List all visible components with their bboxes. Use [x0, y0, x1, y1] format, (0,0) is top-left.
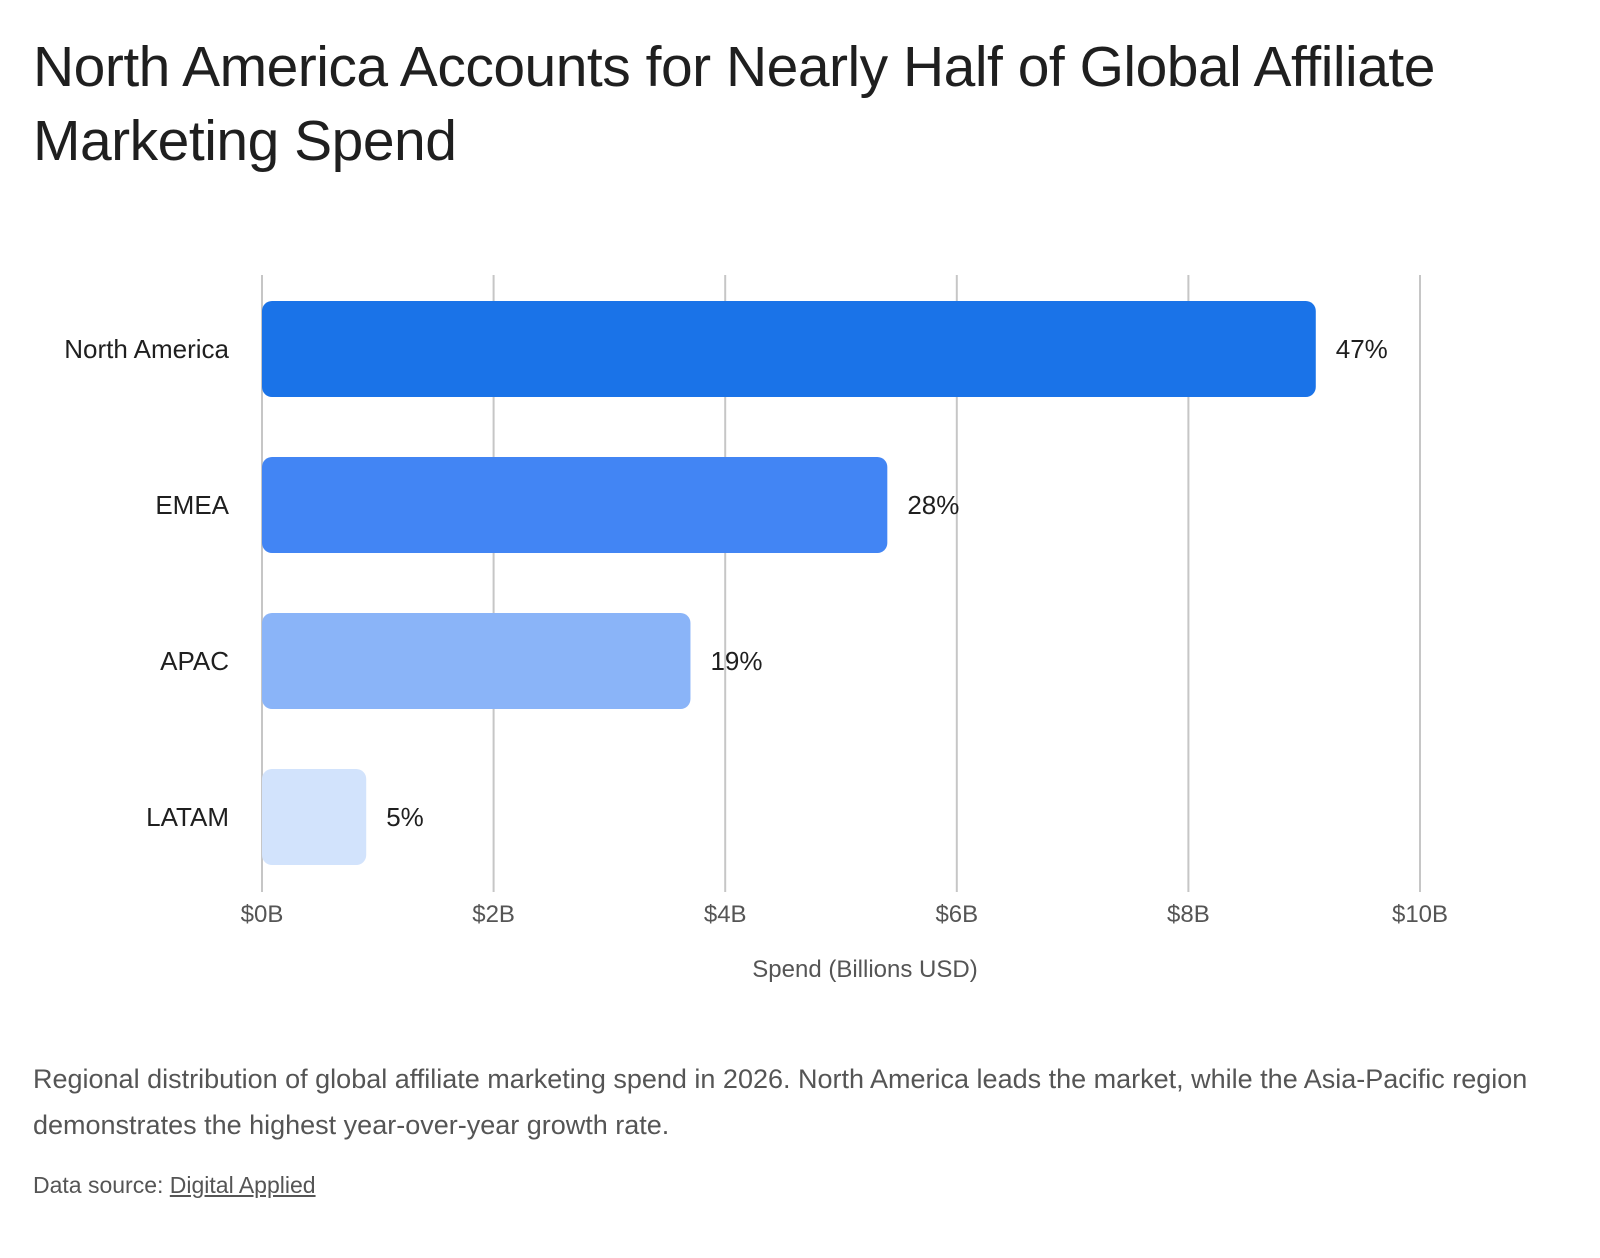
bar-chart: North America EMEA APAC LATAM 47% 28% 19% 5% $… — [64, 275, 1448, 983]
bar — [262, 613, 691, 709]
x-tick-label: $2B — [472, 901, 515, 928]
x-tick-label: $8B — [1167, 901, 1210, 928]
bar — [262, 457, 888, 553]
data-source: Data source: Digital Applied — [33, 1168, 316, 1202]
category-label: EMEA — [155, 490, 229, 520]
x-axis-title: Spend (Billions USD) — [752, 956, 977, 983]
data-source-link[interactable]: Digital Applied — [169, 1172, 316, 1198]
bar — [262, 301, 1316, 397]
bars — [262, 301, 1316, 865]
data-source-prefix: Data source: — [33, 1172, 170, 1198]
x-tick-label: $10B — [1392, 901, 1448, 928]
value-label: 19% — [710, 646, 762, 676]
value-labels: 47% 28% 19% 5% — [386, 334, 1388, 832]
x-tick-label: $4B — [704, 901, 747, 928]
x-tick-label: $6B — [935, 901, 978, 928]
x-tick-label: $0B — [241, 901, 284, 928]
chart-title: North America Accounts for Nearly Half o… — [33, 35, 1435, 173]
value-label: 47% — [1336, 334, 1388, 364]
category-label: APAC — [160, 646, 229, 676]
x-axis-ticks: $0B $2B $4B $6B $8B $10B — [241, 901, 1448, 928]
chart-caption: Regional distribution of global affiliat… — [33, 1064, 1528, 1140]
value-label: 28% — [907, 490, 959, 520]
category-label: LATAM — [146, 802, 229, 832]
category-label: North America — [64, 334, 229, 364]
category-labels: North America EMEA APAC LATAM — [64, 334, 229, 832]
bar — [262, 769, 367, 865]
value-label: 5% — [386, 802, 424, 832]
